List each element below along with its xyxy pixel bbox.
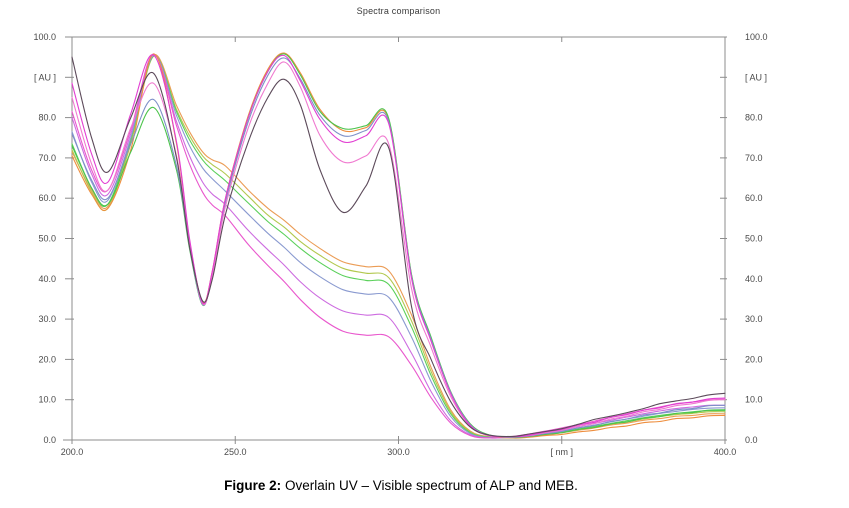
spectrum-curve-ALP-conc-1-orange	[71, 54, 726, 439]
y-tick-label-left: 70.0	[38, 153, 56, 163]
y-tick-label-left: 60.0	[38, 193, 56, 203]
y-tick-label-right: 60.0	[745, 193, 763, 203]
y-tick-label-left: 10.0	[38, 395, 56, 405]
y-tick-label-right: 30.0	[745, 314, 763, 324]
x-tick-label: 400.0	[714, 447, 737, 457]
spectrum-curve-MEB-conc-6-black	[71, 56, 726, 438]
spectrum-curve-ALP-conc-3-green	[71, 55, 726, 439]
y-tick-label-right: 80.0	[745, 113, 763, 123]
chart-title: Spectra comparison	[356, 6, 441, 16]
y-tick-label-right: [ AU ]	[745, 72, 767, 82]
y-tick-label-right: 10.0	[745, 395, 763, 405]
spectrum-curve-ALP-conc-5-violet	[71, 54, 726, 439]
y-tick-label-left: 50.0	[38, 234, 56, 244]
y-tick-label-left: 20.0	[38, 354, 56, 364]
y-tick-label-right: 50.0	[745, 234, 763, 244]
spectrum-curve-ALP-conc-2-olive	[71, 55, 726, 439]
spectrum-curve-MEB-conc-5-magenta	[71, 54, 726, 438]
y-tick-label-right: 20.0	[745, 354, 763, 364]
y-tick-label-left: 80.0	[38, 113, 56, 123]
figure-caption: Figure 2: Overlain UV – Visible spectrum…	[0, 478, 802, 493]
y-tick-label-right: 70.0	[745, 153, 763, 163]
y-tick-label-left: [ AU ]	[34, 72, 56, 82]
y-tick-label-right: 0.0	[745, 435, 758, 445]
y-tick-label-right: 100.0	[745, 32, 768, 42]
spectra-plot: 100.0 [ AU ] 80.0 70.0 60.0 50.0 40.0 30.0 20.0 1…	[33, 32, 768, 457]
y-tick-label-left: 30.0	[38, 314, 56, 324]
spectrum-curve-ALP-conc-4-blue	[71, 54, 726, 439]
y-tick-label-right: 40.0	[745, 274, 763, 284]
x-tick-label: 300.0	[387, 447, 410, 457]
spectrum-curve-MEB-conc-3-blue	[71, 57, 726, 438]
figure-caption-label: Figure 2:	[224, 478, 282, 493]
x-tick-label: 250.0	[224, 447, 247, 457]
y-tick-label-left: 40.0	[38, 274, 56, 284]
figure-caption-text: Overlain UV – Visible spectrum of ALP an…	[284, 478, 578, 493]
spectrum-curve-ALP-conc-6-magenta	[71, 53, 726, 439]
spectrum-curve-MEB-conc-4-pink	[71, 61, 726, 438]
x-tick-label: [ nm ]	[550, 447, 573, 457]
y-tick-label-left: 100.0	[33, 32, 56, 42]
x-tick-label: 200.0	[61, 447, 84, 457]
y-tick-label-left: 0.0	[43, 435, 56, 445]
